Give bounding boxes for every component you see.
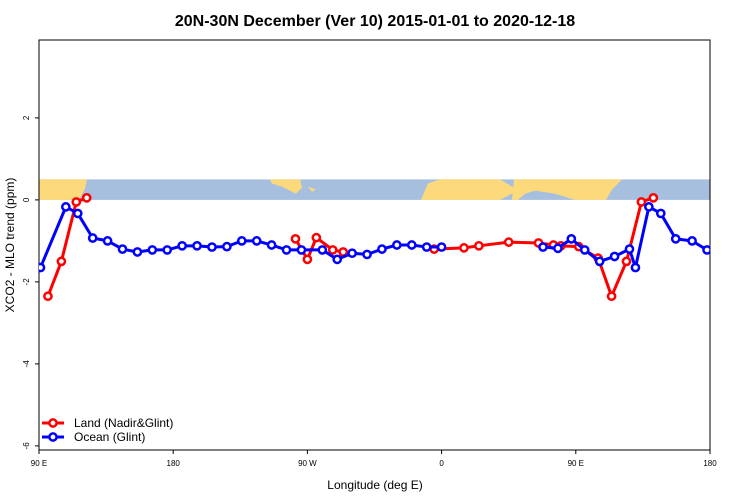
data-point-ocean [39, 262, 46, 273]
data-point-ocean [177, 240, 187, 251]
x-tick-label: 90 W [298, 459, 317, 468]
data-point-ocean [332, 254, 343, 265]
data-point-ocean [702, 245, 710, 255]
data-point-ocean [718, 248, 725, 255]
map-land-1 [270, 179, 302, 194]
y-tick-label: -2 [22, 278, 31, 286]
data-point-ocean [377, 244, 387, 254]
data-point-ocean [222, 241, 232, 252]
data-point-land [327, 245, 338, 255]
y-tick-label: -4 [22, 360, 31, 368]
plot-frame [38, 39, 711, 451]
data-point-ocean [207, 242, 217, 252]
data-point-ocean [538, 242, 548, 252]
series-layer [39, 193, 740, 302]
data-point-ocean [251, 236, 262, 246]
data-point-ocean [566, 234, 577, 244]
data-point-ocean [553, 243, 563, 254]
data-point-land [606, 291, 617, 302]
data-point-ocean [362, 249, 372, 260]
x-tick-label: 90 E [568, 459, 584, 468]
data-point-ocean [609, 251, 620, 262]
y-tick-label: 0 [22, 197, 31, 202]
data-point-ocean [436, 242, 447, 252]
data-point-ocean [236, 236, 247, 246]
legend: Land (Nadir&Glint) Ocean (Glint) [42, 416, 173, 444]
legend-marker-ocean [48, 432, 58, 442]
data-point-land [43, 291, 53, 302]
data-point-land [81, 193, 92, 203]
data-point-ocean [655, 208, 666, 219]
data-point-land [648, 193, 659, 203]
data-point-ocean [281, 245, 292, 255]
data-point-ocean [687, 236, 697, 246]
map-land-3 [421, 179, 518, 200]
data-point-ocean [317, 245, 328, 255]
data-point-ocean [87, 233, 98, 243]
data-point-land [56, 256, 67, 267]
data-point-ocean [630, 262, 641, 273]
data-point-ocean [102, 236, 113, 246]
data-point-land [459, 243, 469, 253]
map-land-4 [512, 179, 622, 200]
data-point-land [636, 197, 647, 207]
series-line-land [46, 196, 88, 297]
x-tick-label: 0 [439, 459, 444, 468]
data-point-ocean [162, 245, 173, 255]
data-point-ocean [624, 244, 635, 254]
map-land-0 [39, 179, 87, 200]
data-point-ocean [266, 240, 277, 250]
data-point-ocean [117, 244, 128, 254]
data-point-ocean [594, 256, 605, 267]
y-tick-label: 2 [22, 115, 31, 120]
legend-marker-land [48, 418, 58, 428]
x-tick-label: 180 [703, 459, 717, 468]
x-tick-label: 90 E [31, 459, 47, 468]
data-point-land [621, 256, 632, 267]
data-point-ocean [733, 246, 740, 253]
data-point-ocean [421, 242, 432, 252]
data-point-ocean [392, 240, 402, 250]
data-point-ocean [670, 234, 681, 244]
y-axis: 2 0 -2 -4 -6 [22, 115, 39, 449]
x-tick-label: 180 [167, 459, 181, 468]
y-axis-label: XCO2 - MLO trend (ppm) [3, 178, 17, 313]
data-point-land [474, 240, 484, 251]
legend-label-land: Land (Nadir&Glint) [74, 416, 173, 430]
data-point-land [311, 232, 322, 243]
y-tick-label: -6 [22, 442, 31, 450]
data-point-ocean [132, 247, 143, 257]
data-point-ocean [60, 202, 71, 212]
data-point-ocean [147, 245, 158, 255]
data-point-land [503, 237, 514, 247]
chart-title: 20N-30N December (Ver 10) 2015-01-01 to … [175, 13, 575, 30]
data-point-ocean [347, 248, 357, 259]
data-point-ocean [406, 240, 417, 250]
x-axis-label: Longitude (deg E) [327, 478, 422, 492]
data-point-ocean [296, 245, 307, 255]
data-point-ocean [192, 240, 202, 251]
series-line-ocean [542, 205, 710, 270]
data-point-land [71, 197, 82, 207]
data-point-ocean [72, 208, 83, 219]
data-point-land [290, 234, 301, 244]
map-land-2 [308, 186, 316, 192]
data-point-ocean [644, 202, 654, 212]
legend-label-ocean: Ocean (Glint) [74, 430, 145, 444]
data-point-land [302, 254, 313, 265]
data-point-ocean [579, 245, 590, 255]
x-axis: 90 E 180 90 W 0 90 E 180 [31, 450, 717, 468]
world-map-strip [39, 179, 710, 200]
